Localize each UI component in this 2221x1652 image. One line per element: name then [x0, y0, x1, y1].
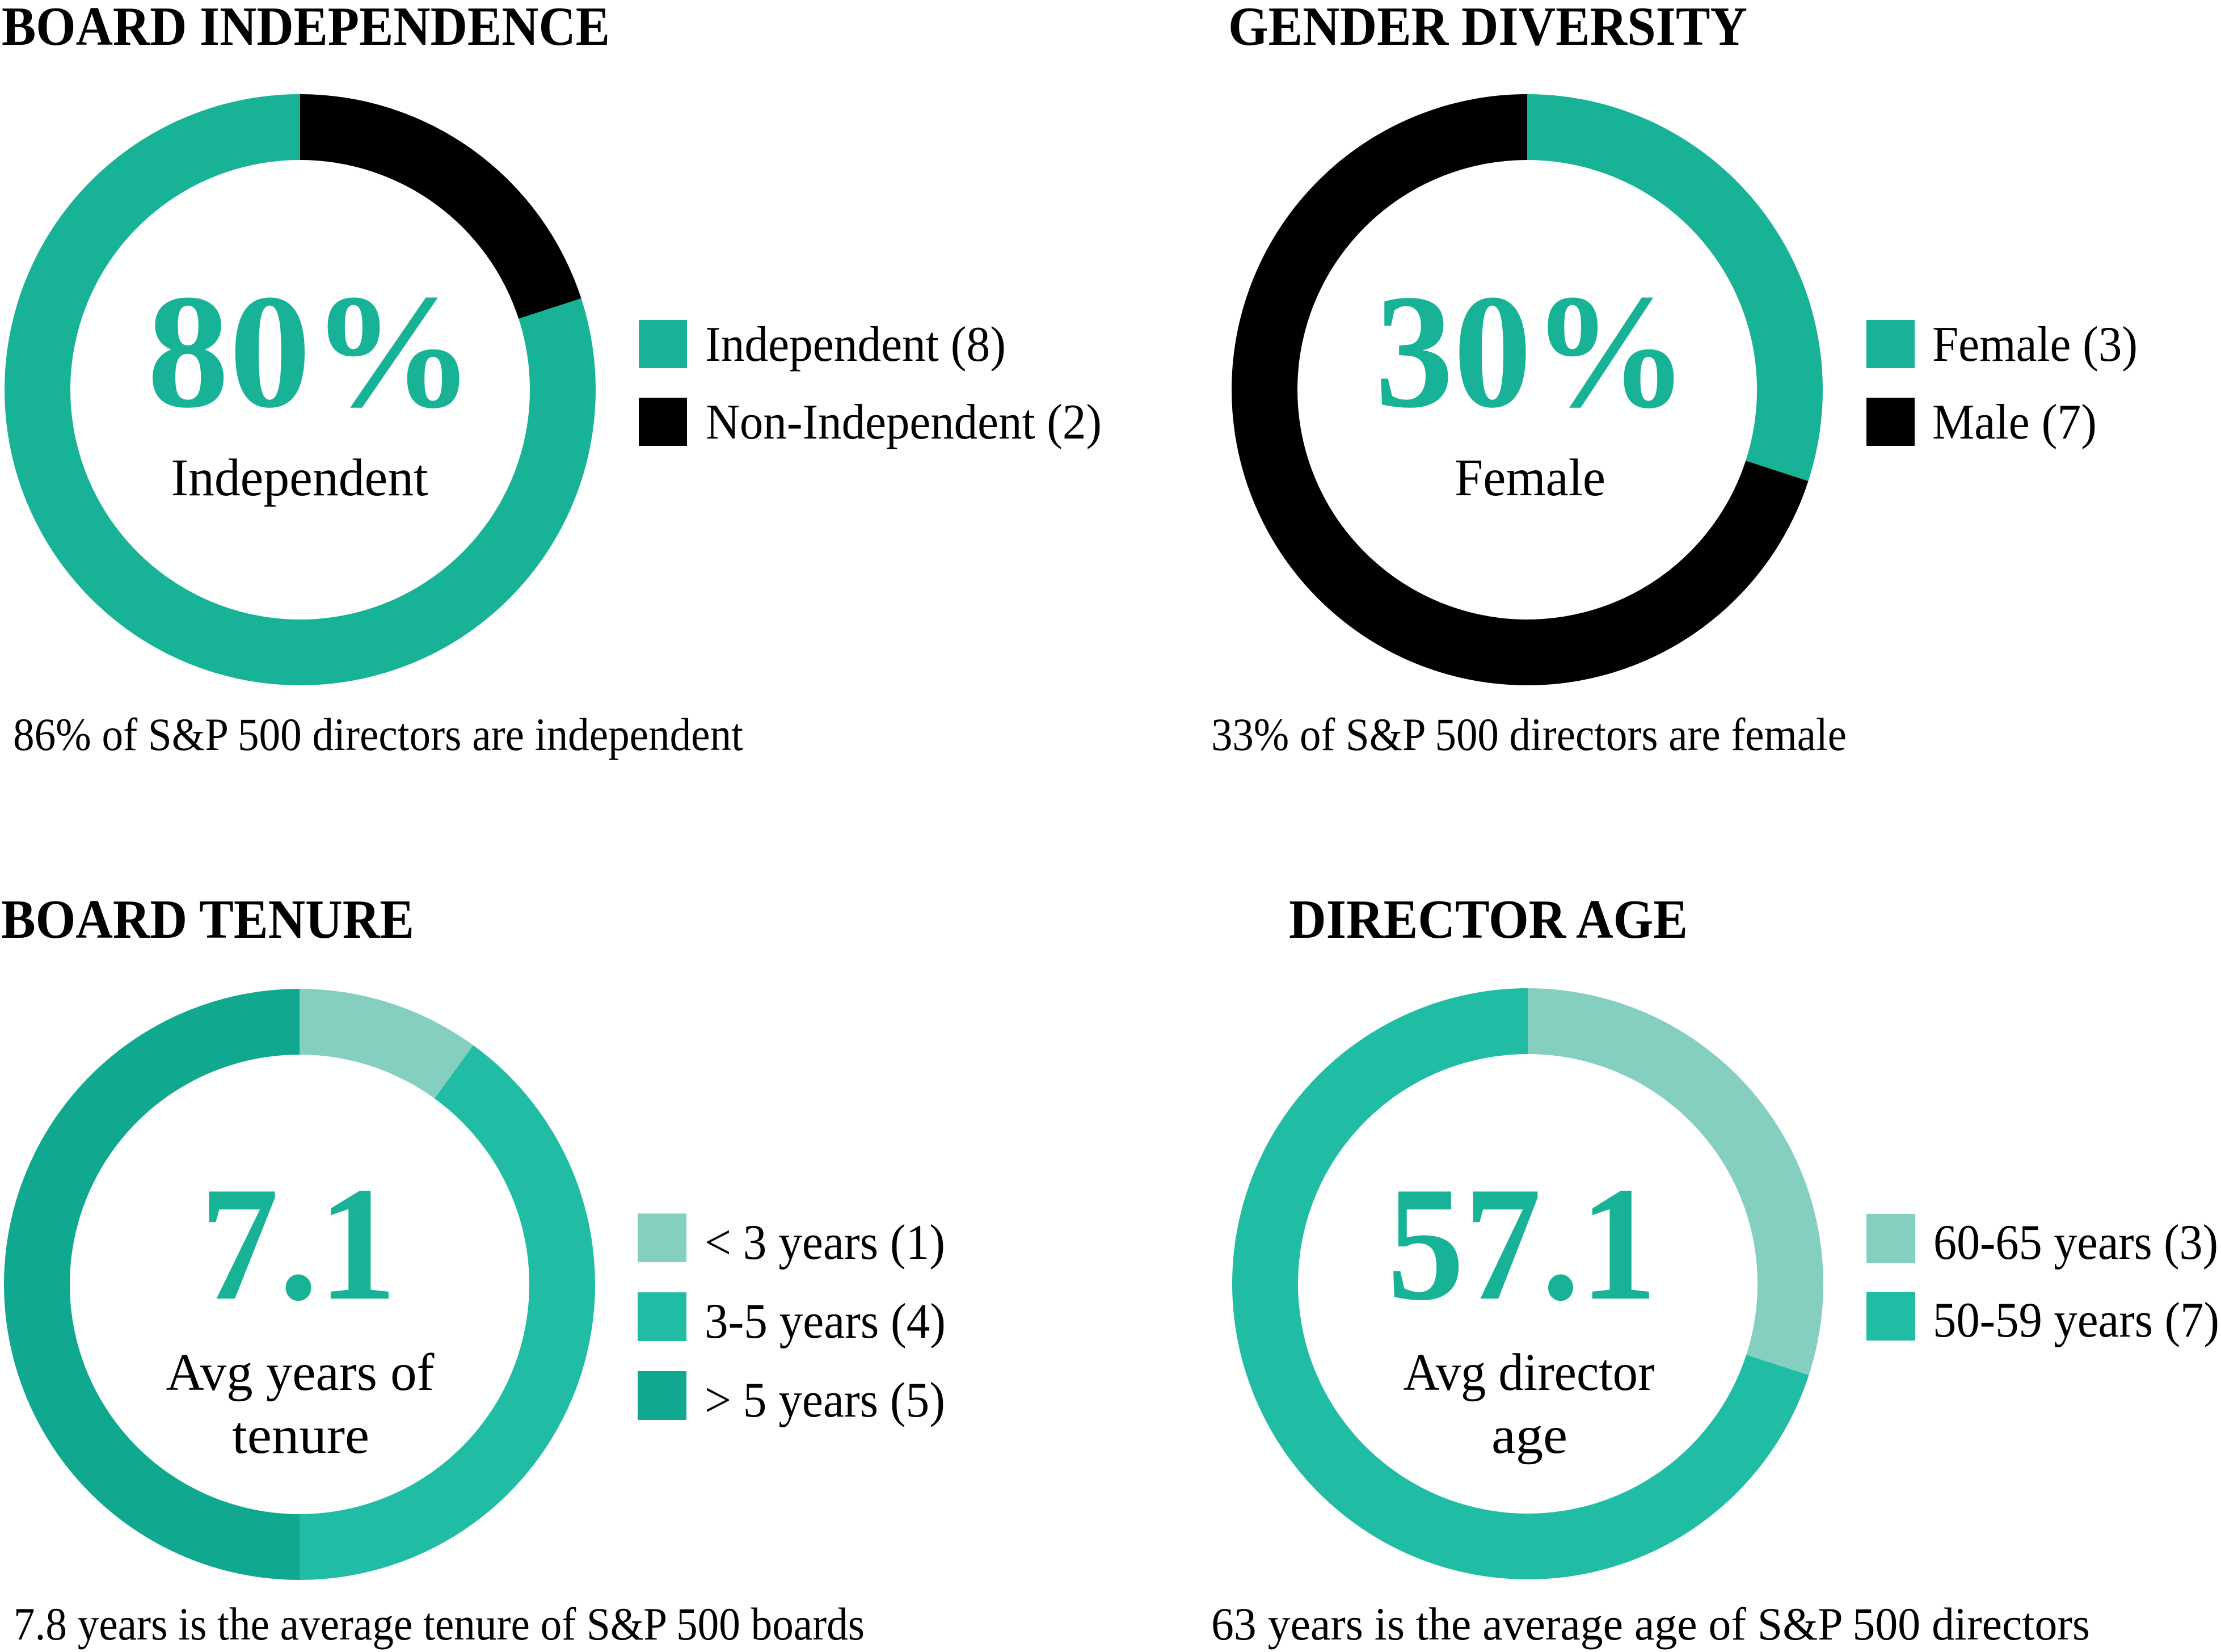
svg-text:7.1: 7.1 — [200, 1154, 397, 1334]
svg-text:BOARD INDEPENDENCE: BOARD INDEPENDENCE — [2, 0, 610, 57]
svg-text:3-5 years (4): 3-5 years (4) — [705, 1294, 946, 1349]
svg-text:DIRECTOR AGE: DIRECTOR AGE — [1289, 889, 1688, 950]
svg-text:Male (7): Male (7) — [1932, 395, 2097, 450]
svg-text:< 3 years (1): < 3 years (1) — [705, 1215, 945, 1270]
svg-text:Female (3): Female (3) — [1932, 317, 2138, 372]
svg-text:Female: Female — [1455, 449, 1605, 507]
svg-text:BOARD TENURE: BOARD TENURE — [1, 889, 414, 950]
svg-text:Independent: Independent — [171, 449, 428, 507]
svg-text:Non-Independent (2): Non-Independent (2) — [706, 395, 1102, 450]
svg-text:age: age — [1491, 1406, 1567, 1465]
svg-text:63 years is the average age of: 63 years is the average age of S&P 500 d… — [1211, 1598, 2090, 1650]
svg-text:86% of S&P 500 directors are i: 86% of S&P 500 directors are independent — [13, 709, 743, 760]
svg-text:tenure: tenure — [232, 1406, 369, 1465]
svg-text:60-65 years (3): 60-65 years (3) — [1933, 1215, 2218, 1270]
svg-text:Independent (8): Independent (8) — [705, 317, 1006, 372]
svg-text:Avg years of: Avg years of — [166, 1343, 435, 1402]
svg-text:30%: 30% — [1375, 262, 1688, 442]
svg-text:> 5 years (5): > 5 years (5) — [705, 1373, 945, 1428]
svg-text:57.1: 57.1 — [1387, 1154, 1657, 1334]
svg-text:33% of S&P 500 directors are f: 33% of S&P 500 directors are female — [1211, 709, 1847, 760]
svg-text:7.8 years is the average tenur: 7.8 years is the average tenure of S&P 5… — [14, 1598, 865, 1650]
svg-text:Avg director: Avg director — [1404, 1343, 1655, 1402]
svg-text:80%: 80% — [147, 262, 474, 442]
svg-text:50-59 years (7): 50-59 years (7) — [1933, 1293, 2219, 1348]
svg-text:GENDER DIVERSITY: GENDER DIVERSITY — [1228, 0, 1747, 57]
